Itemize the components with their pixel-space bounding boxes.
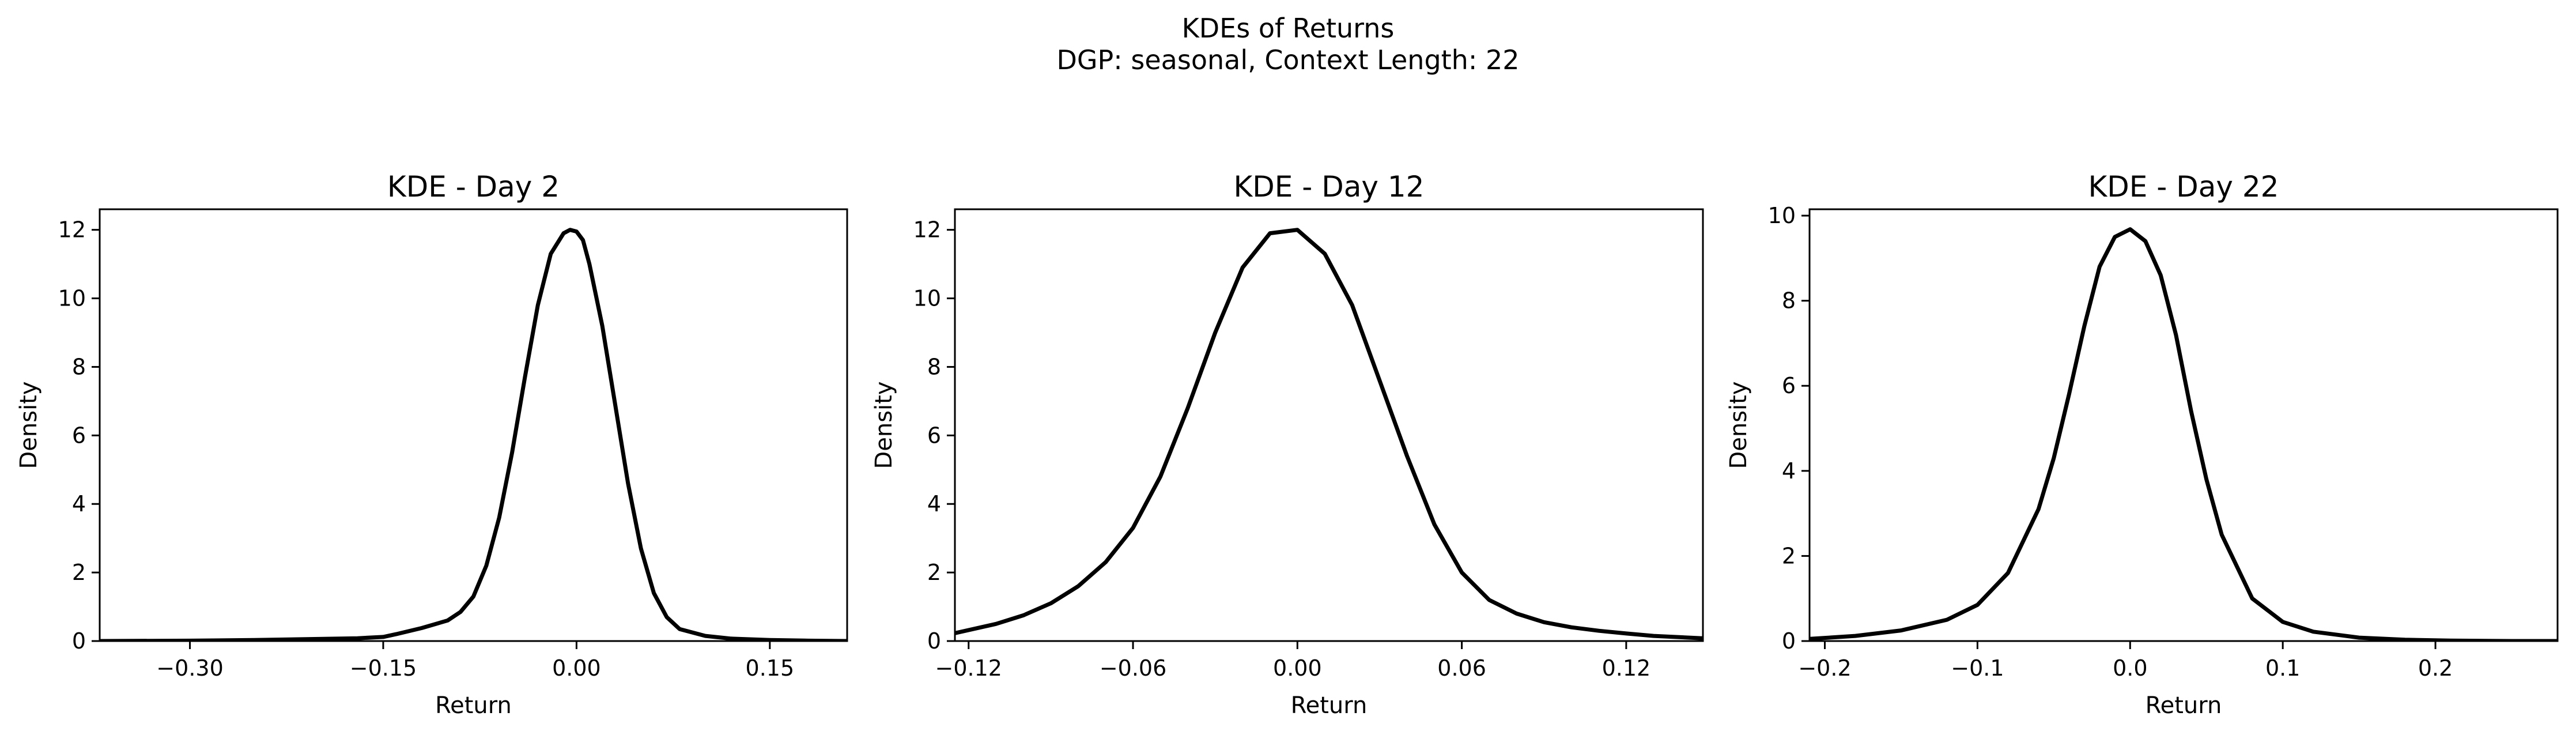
figure-suptitle-line2: DGP: seasonal, Context Length: 22: [1056, 44, 1519, 76]
y-tick-label: 8: [72, 354, 86, 379]
y-tick-label: 4: [1782, 458, 1796, 484]
y-tick-label: 0: [927, 628, 941, 654]
x-tick-label: −0.30: [156, 655, 223, 681]
y-tick-label: 4: [72, 491, 86, 517]
y-tick-label: 4: [927, 491, 941, 517]
axes-frame: [99, 208, 848, 642]
kde-panel-day-2: KDE - Day 2 Return Density −0.30 −0.15 0.0…: [16, 170, 848, 719]
x-tick-label: −0.1: [1951, 655, 2004, 681]
x-tick-label: 0.00: [552, 655, 601, 681]
x-tick-label: 0.06: [1437, 655, 1486, 681]
y-tick-label: 0: [72, 628, 86, 654]
figure-suptitle-line1: KDEs of Returns: [1182, 13, 1395, 44]
kde-panel-day-22: KDE - Day 22 Return Density −0.2 −0.1 0.0 0…: [1725, 170, 2559, 719]
kde-curve-series-0: [100, 228, 847, 641]
axes-frame: [1808, 208, 2559, 642]
y-tick-label: 8: [1782, 288, 1796, 314]
y-tick-label: 2: [927, 560, 941, 585]
x-tick-label: −0.12: [935, 655, 1002, 681]
y-axis-label: Density: [871, 381, 897, 469]
axes-frame: [954, 208, 1704, 642]
x-tick-label: −0.06: [1100, 655, 1166, 681]
y-tick-label: 12: [58, 217, 86, 243]
y-tick-label: 2: [1782, 543, 1796, 568]
panel-title: KDE - Day 2: [387, 170, 560, 203]
y-tick-label: 0: [1782, 628, 1796, 654]
panel-title: KDE - Day 22: [2088, 170, 2279, 203]
y-tick-label: 12: [913, 217, 941, 243]
x-tick-label: −0.2: [1798, 655, 1851, 681]
x-tick-label: 0.0: [2113, 655, 2147, 681]
kde-curve-series-0: [955, 228, 1703, 640]
y-tick-label: 8: [927, 354, 941, 379]
y-tick-label: 10: [913, 286, 941, 311]
x-tick-label: 0.12: [1602, 655, 1651, 681]
panel-title: KDE - Day 12: [1234, 170, 1425, 203]
kde-curve-series-0: [1810, 227, 2558, 641]
x-tick-label: 0.00: [1273, 655, 1322, 681]
x-tick-label: 0.15: [746, 655, 795, 681]
y-axis-label: Density: [1725, 381, 1752, 469]
y-tick-label: 10: [1768, 203, 1796, 228]
y-axis-label: Density: [16, 381, 42, 469]
y-tick-label: 10: [58, 286, 86, 311]
x-axis-label: Return: [435, 692, 512, 719]
y-tick-label: 2: [72, 560, 86, 585]
y-tick-label: 6: [927, 423, 941, 448]
x-axis-label: Return: [2146, 692, 2222, 719]
x-tick-label: 0.2: [2418, 655, 2453, 681]
x-tick-label: 0.1: [2265, 655, 2300, 681]
y-tick-label: 6: [1782, 373, 1796, 398]
kde-panel-day-12: KDE - Day 12 Return Density −0.12 −0.06 0.…: [871, 170, 1704, 719]
x-axis-label: Return: [1291, 692, 1368, 719]
y-tick-label: 6: [72, 423, 86, 448]
x-tick-label: −0.15: [350, 655, 417, 681]
